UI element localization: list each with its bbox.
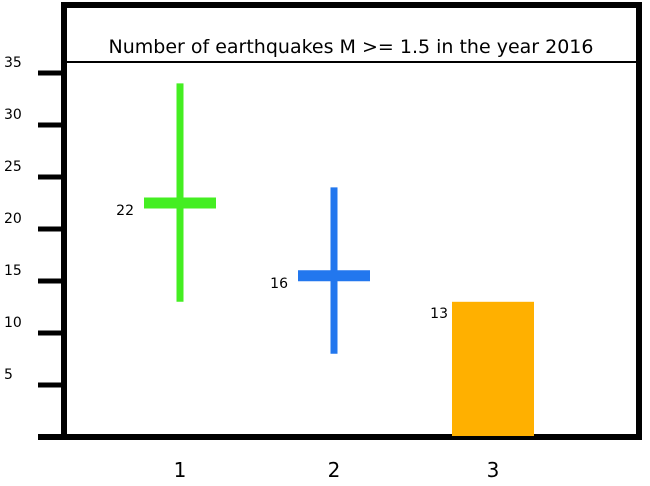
plot-frame: [61, 2, 642, 440]
data-label: 22: [116, 203, 134, 219]
chart-marks: 22 16 13: [116, 83, 534, 436]
y-tick-label: 5: [4, 367, 13, 383]
y-tick-label: 10: [4, 315, 22, 331]
y-tick-label: 15: [4, 263, 22, 279]
chart-title: Number of earthquakes M >= 1.5 in the ye…: [109, 36, 594, 58]
y-tick-label: 30: [4, 107, 22, 123]
y-axis: 5 10 15 20 25 30 35: [4, 55, 64, 388]
x-axis: 1 2 3: [38, 434, 639, 482]
x-tick-label: 2: [328, 458, 341, 482]
y-tick-label: 25: [4, 159, 22, 175]
y-tick-label: 20: [4, 211, 22, 227]
x-tick-label: 1: [174, 458, 187, 482]
y-tick-label: 35: [4, 55, 22, 71]
data-label: 16: [270, 276, 288, 292]
bar: [452, 301, 534, 436]
data-label: 13: [430, 306, 448, 322]
x-tick-label: 3: [487, 458, 500, 482]
